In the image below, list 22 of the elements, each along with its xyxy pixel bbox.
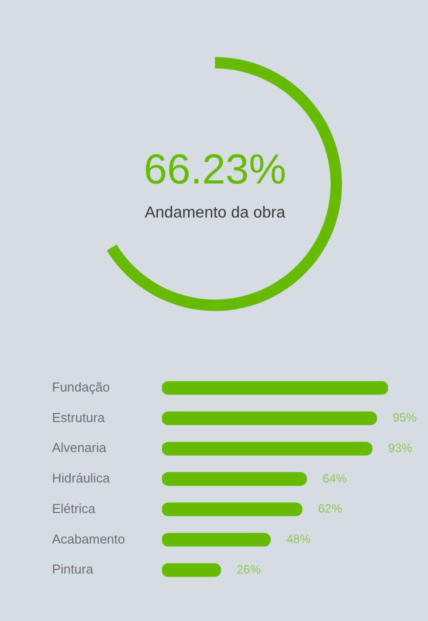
bar bbox=[162, 502, 302, 516]
y-tick-label: Acabamento bbox=[52, 531, 125, 546]
data-label: 64% bbox=[322, 471, 347, 486]
y-tick-label: Fundação bbox=[52, 380, 110, 395]
y-tick-label: Hidráulica bbox=[52, 470, 111, 486]
y-tick-label: Alvenaria bbox=[52, 440, 107, 456]
data-label: 66.23% bbox=[144, 146, 286, 193]
bar bbox=[162, 472, 307, 486]
data-label: 95% bbox=[392, 410, 418, 425]
bar bbox=[162, 381, 388, 395]
bar bbox=[162, 411, 378, 426]
data-label: 26% bbox=[236, 562, 262, 576]
y-tick-label: Elétrica bbox=[52, 500, 96, 516]
bar bbox=[162, 563, 222, 577]
bar bbox=[162, 532, 271, 547]
y-tick-label: Estrutura bbox=[52, 410, 106, 425]
y-tick-label: Pintura bbox=[52, 562, 94, 577]
data-label: 93% bbox=[388, 440, 413, 455]
bar bbox=[162, 442, 373, 456]
text: Andamento da obra bbox=[144, 204, 286, 222]
data-label: 48% bbox=[286, 532, 311, 546]
data-label: 62% bbox=[318, 502, 342, 516]
